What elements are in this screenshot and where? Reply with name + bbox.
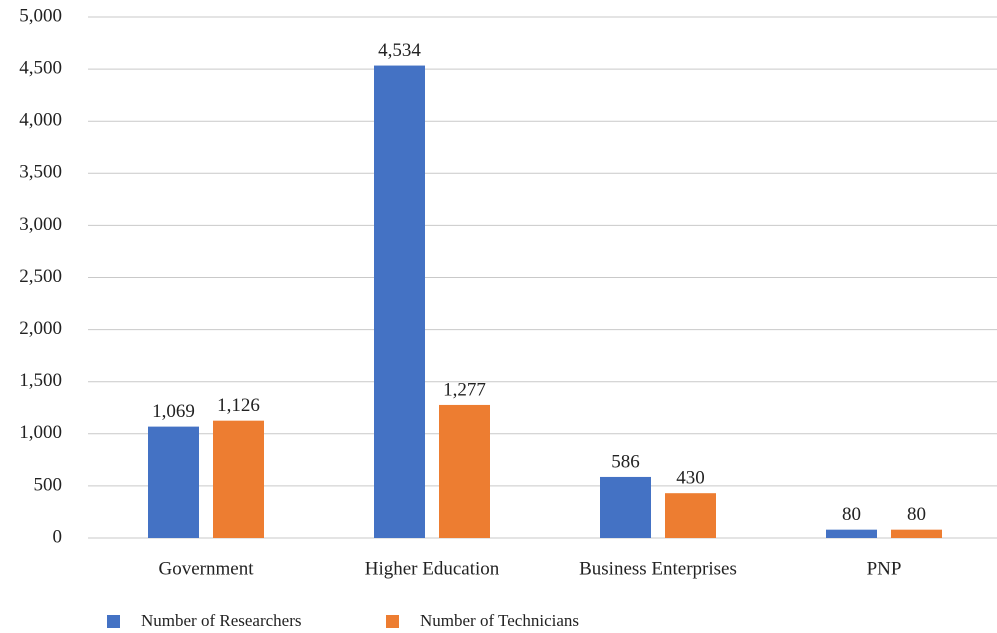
y-tick-label: 1,000 <box>19 422 62 443</box>
x-tick-label: Business Enterprises <box>579 558 737 579</box>
y-tick-label: 2,000 <box>19 318 62 339</box>
x-tick-label: PNP <box>867 558 902 579</box>
legend-label: Number of Technicians <box>420 611 579 630</box>
value-label: 1,069 <box>152 401 195 422</box>
value-label: 80 <box>842 504 861 525</box>
value-label: 586 <box>611 451 640 472</box>
y-tick-label: 500 <box>34 474 63 495</box>
y-tick-label: 2,500 <box>19 266 62 287</box>
y-tick-label: 5,000 <box>19 5 62 26</box>
value-label: 1,277 <box>443 379 486 400</box>
bar <box>213 420 264 538</box>
y-tick-label: 1,500 <box>19 370 62 391</box>
x-tick-label: Government <box>159 558 255 579</box>
bar <box>826 529 877 538</box>
bar <box>891 529 942 538</box>
bar <box>148 426 199 538</box>
legend-label: Number of Researchers <box>141 611 302 630</box>
value-label: 1,126 <box>217 395 260 416</box>
y-tick-label: 3,500 <box>19 162 62 183</box>
y-tick-label: 3,000 <box>19 214 62 235</box>
bar <box>665 493 716 538</box>
bar <box>600 476 651 538</box>
x-tick-label: Higher Education <box>365 558 500 579</box>
bar <box>439 404 490 538</box>
bar <box>374 65 425 539</box>
legend-swatch <box>107 615 120 628</box>
value-label: 4,534 <box>378 40 421 61</box>
value-label: 430 <box>676 468 705 489</box>
y-tick-label: 4,500 <box>19 57 62 78</box>
legend-swatch <box>386 615 399 628</box>
y-tick-label: 4,000 <box>19 110 62 131</box>
value-label: 80 <box>907 504 926 525</box>
y-tick-label: 0 <box>53 526 63 547</box>
